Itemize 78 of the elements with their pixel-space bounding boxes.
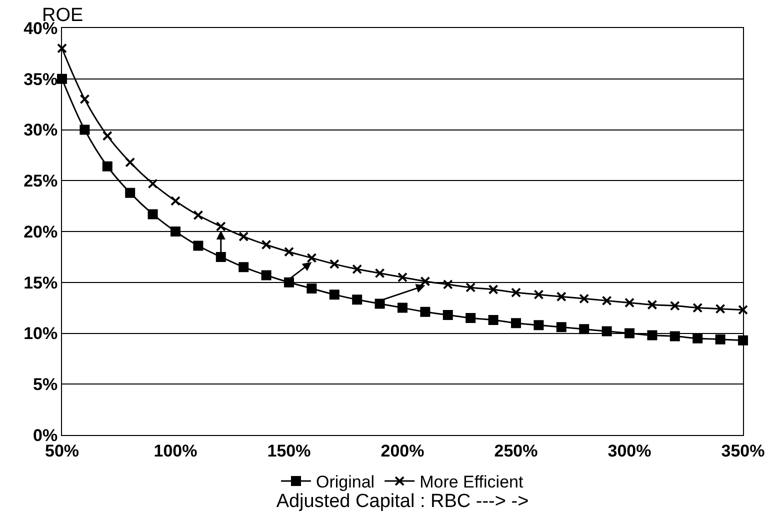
point [148,178,158,189]
point [216,221,226,232]
y-tick-label: 10% [24,324,58,344]
point [261,270,272,280]
point [102,161,112,172]
point [216,252,226,262]
point [170,196,180,206]
y-tick-label: 35% [24,70,58,89]
x-tick-label: 250% [494,441,538,460]
point [534,320,544,330]
point [125,157,136,168]
point [466,312,476,323]
point [692,302,703,313]
point [602,296,612,306]
point [488,284,498,294]
point [466,282,476,292]
point [329,259,340,270]
point [624,298,634,308]
point [329,290,340,300]
point [193,240,204,251]
point [193,210,204,220]
y-tick-label: 5% [33,375,58,394]
legend-label: Original [316,472,375,492]
point [306,283,317,294]
point [148,209,158,220]
point [511,318,521,328]
point [352,264,362,274]
point [624,328,634,338]
point [556,322,566,332]
point [715,304,726,314]
point [442,279,453,290]
point [238,262,249,272]
point [670,331,680,342]
point [534,290,544,300]
point [57,74,67,84]
point [261,240,272,250]
point [670,300,680,311]
point [306,252,317,263]
y-tick-label: 15% [24,273,58,292]
x-tick-label: 200% [380,441,424,460]
point [398,302,408,313]
point [738,304,748,315]
point [488,315,498,326]
point [170,226,180,236]
point [80,94,90,104]
point [374,268,385,278]
x-tick-label: 300% [608,441,652,460]
point [374,298,385,309]
point [715,334,726,344]
point [284,277,294,288]
point [238,232,249,242]
y-tick-label: 20% [24,222,58,242]
point [57,43,67,54]
x-tick-label: 100% [154,441,198,460]
point [352,294,362,305]
legend-label: More Efficient [420,472,524,492]
point [511,288,521,298]
y-tick-label: 25% [24,172,58,191]
point [602,326,612,336]
point [738,335,748,346]
point [692,333,703,344]
point [420,306,430,317]
point [80,124,90,135]
point [102,130,112,141]
point [125,188,136,198]
point [556,292,566,302]
point [284,246,294,257]
point [579,294,590,304]
x-tick-label: 350% [721,441,765,460]
point [647,300,658,310]
x-tick-label: 150% [267,441,311,460]
point [398,272,408,282]
y-tick-label: 30% [24,120,58,140]
point [647,330,658,340]
point [579,324,590,334]
x-axis-title: Adjusted Capital : RBC ---> -> [276,491,529,512]
point [442,310,453,320]
point [420,276,430,286]
